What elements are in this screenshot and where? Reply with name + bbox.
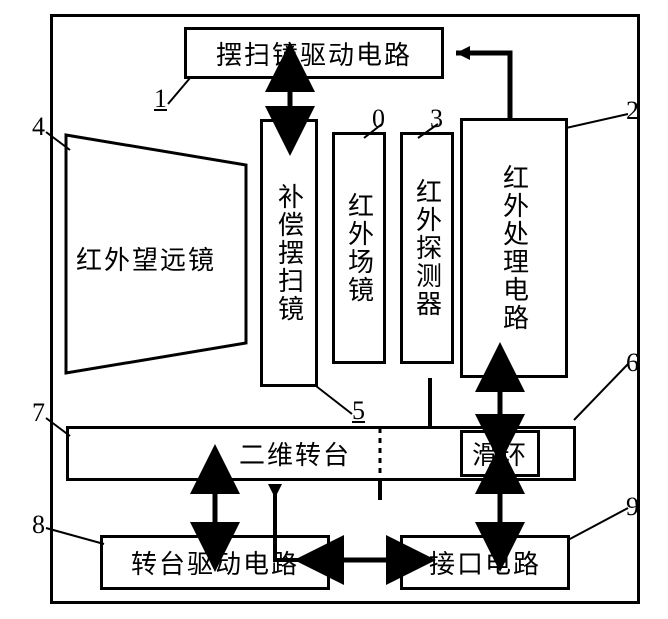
num-1: 1 bbox=[154, 84, 167, 114]
turntable-drv-box: 转台驱动电路 bbox=[100, 535, 330, 590]
detector-box: 红外探测器 bbox=[400, 132, 454, 364]
diagram-canvas: 红外望远镜 摆扫镜驱动电路 补偿摆扫镜 红外场镜 红外探测器 红外处理电路 二维… bbox=[0, 0, 668, 619]
field-lens-label: 红外场镜 bbox=[341, 192, 378, 304]
num-0: 0 bbox=[372, 104, 385, 134]
slipring-box: 滑环 bbox=[460, 430, 540, 477]
num-9: 9 bbox=[626, 492, 639, 522]
turntable-label: 二维转台 bbox=[239, 435, 351, 472]
field-lens-box: 红外场镜 bbox=[332, 132, 386, 364]
num-3: 3 bbox=[430, 104, 443, 134]
num-6: 6 bbox=[626, 348, 639, 378]
telescope-label: 红外望远镜 bbox=[76, 240, 216, 277]
num-7: 7 bbox=[32, 398, 45, 428]
num-5: 5 bbox=[352, 396, 365, 426]
num-4: 4 bbox=[32, 112, 45, 142]
scan-driver-label: 摆扫镜驱动电路 bbox=[216, 35, 412, 72]
comp-mirror-box: 补偿摆扫镜 bbox=[260, 119, 318, 387]
turntable-drv-label: 转台驱动电路 bbox=[131, 544, 299, 581]
scan-driver-box: 摆扫镜驱动电路 bbox=[184, 27, 444, 79]
interface-label: 接口电路 bbox=[429, 544, 541, 581]
proc-circuit-box: 红外处理电路 bbox=[460, 118, 568, 378]
detector-label: 红外探测器 bbox=[409, 178, 446, 318]
slipring-label: 滑环 bbox=[472, 435, 528, 472]
interface-box: 接口电路 bbox=[400, 535, 570, 590]
num-8: 8 bbox=[32, 510, 45, 540]
num-2: 2 bbox=[626, 96, 639, 126]
comp-mirror-label: 补偿摆扫镜 bbox=[271, 183, 308, 323]
proc-circuit-label: 红外处理电路 bbox=[496, 164, 533, 332]
